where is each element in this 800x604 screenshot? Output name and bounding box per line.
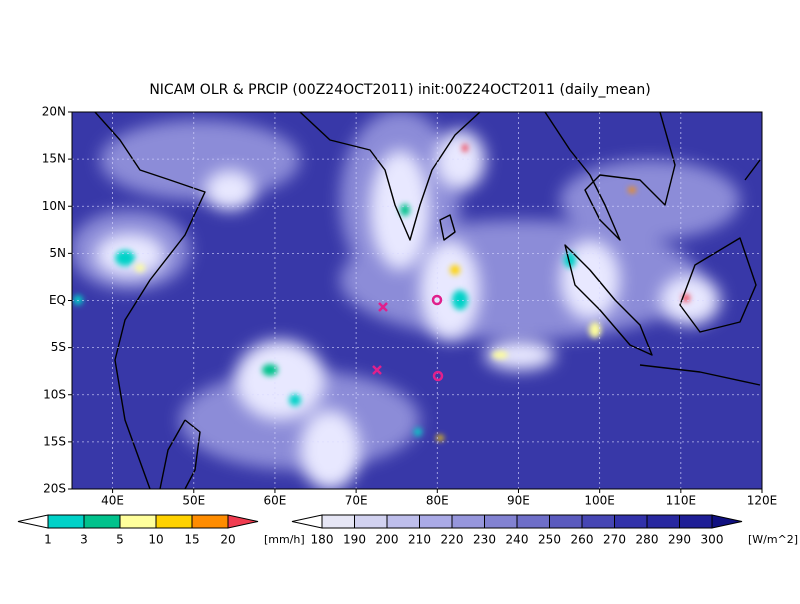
colorbar-box xyxy=(386,514,420,529)
colorbar-label: 280 xyxy=(636,533,659,547)
colorbar-label: 290 xyxy=(668,533,691,547)
colorbar-label: 20 xyxy=(220,533,235,547)
lat-label: 5N xyxy=(49,246,66,260)
lat-label: 20S xyxy=(43,482,66,496)
colorbar-box xyxy=(549,514,583,529)
colorbar-label: 230 xyxy=(473,533,496,547)
colorbar-label: 190 xyxy=(343,533,366,547)
colorbar-box xyxy=(155,514,193,529)
colorbar-box xyxy=(321,514,355,529)
colorbars: 1 3 5 10 15 20 [mm/h] 180 190 200 210 220 230 240 250 2… xyxy=(17,514,798,547)
lat-label: 15S xyxy=(43,434,66,448)
lat-label: 10N xyxy=(42,199,66,213)
colorbar-label: 210 xyxy=(408,533,431,547)
colorbar-box xyxy=(83,514,121,529)
colorbar-label: 180 xyxy=(311,533,334,547)
colorbar-arrow xyxy=(17,514,49,529)
colorbar-label: 240 xyxy=(506,533,529,547)
colorbar-box xyxy=(614,514,648,529)
colorbar-arrow xyxy=(227,514,259,529)
colorbar-box xyxy=(484,514,518,529)
precip xyxy=(73,144,690,441)
colorbar-label: 300 xyxy=(701,533,724,547)
lon-label: 70E xyxy=(345,494,368,508)
colorbar-box xyxy=(451,514,485,529)
gridlines xyxy=(72,112,762,489)
lon-label: 90E xyxy=(507,494,530,508)
colorbar-arrow xyxy=(291,514,323,529)
colorbar-units: [W/m^2] xyxy=(748,533,798,546)
lat-label: 15N xyxy=(42,152,66,166)
colorbar-label: 270 xyxy=(603,533,626,547)
colorbar-box xyxy=(516,514,550,529)
map-field xyxy=(72,112,762,489)
colorbar-units: [mm/h] xyxy=(264,533,305,546)
colorbar-box xyxy=(191,514,229,529)
colorbar-label: 15 xyxy=(184,533,199,547)
lon-label: 100E xyxy=(584,494,615,508)
lon-label: 50E xyxy=(182,494,205,508)
lat-label: 20N xyxy=(42,105,66,119)
colorbar-label: 260 xyxy=(571,533,594,547)
markers xyxy=(372,294,444,382)
colorbar-box xyxy=(646,514,680,529)
lat-label: 10S xyxy=(43,387,66,401)
colorbar-label: 3 xyxy=(80,533,88,547)
lon-label: 80E xyxy=(426,494,449,508)
lat-label: 5S xyxy=(51,340,66,354)
colorbar-box xyxy=(354,514,388,529)
coastlines xyxy=(94,112,761,489)
colorbar-box xyxy=(679,514,713,529)
colorbar-label: 220 xyxy=(441,533,464,547)
axes: 20N 15N 10N 5N EQ 5S 10S 15S 20S 40E 50E 60E 70E 80E 9… xyxy=(42,105,778,508)
colorbar-box xyxy=(581,514,615,529)
colorbar-arrow xyxy=(711,514,743,529)
title: NICAM OLR & PRCIP (00Z24OCT2011) init:00… xyxy=(149,82,650,98)
colorbar-label: 250 xyxy=(538,533,561,547)
lat-label: EQ xyxy=(49,293,66,307)
colorbar-label: 10 xyxy=(148,533,163,547)
colorbar-label: 1 xyxy=(44,533,52,547)
colorbar-label: 5 xyxy=(116,533,124,547)
lon-label: 120E xyxy=(747,494,778,508)
lon-label: 40E xyxy=(101,494,124,508)
colorbar-box xyxy=(47,514,85,529)
colorbar-box xyxy=(119,514,157,529)
colorbar-label: 200 xyxy=(376,533,399,547)
lon-label: 110E xyxy=(666,494,697,508)
colorbar-box xyxy=(419,514,453,529)
lon-label: 60E xyxy=(264,494,287,508)
